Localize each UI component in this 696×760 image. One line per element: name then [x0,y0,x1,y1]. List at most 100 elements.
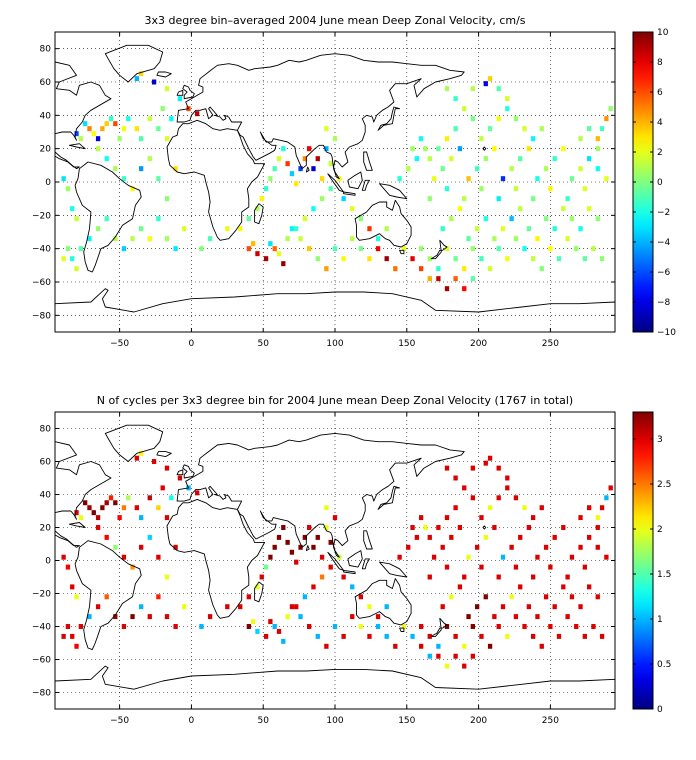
bin-cell [419,515,424,521]
bin-cell [561,146,566,152]
bin-cell [513,186,519,192]
coastline [55,665,615,709]
bin-cell [272,246,277,252]
bin-cell [164,86,170,92]
bin-cell [505,633,510,639]
bin-cell [440,544,445,550]
bin-cell [535,554,540,560]
bin-cell [156,554,161,560]
bin-cell [492,614,497,620]
bin-cell [263,186,269,192]
colorbar-tick-label: 8 [657,58,663,68]
bin-cell [324,505,329,511]
colorbar-tick-label: 0 [657,178,663,188]
bin-cell [466,554,471,560]
bin-cell [513,614,519,620]
bin-cell [569,594,575,600]
coastline [176,469,184,476]
bin-cell [263,256,269,262]
bin-cell [531,256,536,262]
x-tick-label: −50 [110,716,129,726]
bin-cell [410,633,415,639]
y-tick-label: −40 [32,245,51,255]
bin-cell [522,624,527,629]
bin-cell [496,574,501,580]
bin-cell [298,166,303,172]
bin-cell [595,515,600,521]
bin-cell [341,256,346,262]
bin-cell [276,534,282,540]
bin-cell [74,510,79,516]
bin-cell [268,241,273,247]
bin-cell [315,633,320,639]
bin-cell [496,86,501,92]
coastline [104,424,164,462]
bin-cell [475,226,480,232]
coastline [482,146,487,151]
coastline [156,71,172,78]
bin-cell [397,554,402,560]
bin-cell [582,633,587,639]
bin-cell [259,574,264,580]
bin-cell [548,186,553,192]
bin-cell [281,638,286,644]
bin-cell [307,246,312,252]
bin-cell [134,455,139,461]
bin-cell [113,614,118,620]
bin-cell [543,166,549,172]
bin-cell [375,246,381,252]
bin-cell [104,534,109,540]
bin-cell [151,79,157,85]
colorbar-tick-label: −2 [657,208,670,218]
bin-cell [595,136,600,142]
bin-cell [74,131,79,137]
bin-cell [427,633,432,639]
bin-cell [470,495,475,501]
bin-cell [95,226,101,232]
colorbar-tick-label: −8 [657,298,671,308]
bin-cell [406,166,411,172]
bin-cell [457,206,463,212]
bin-cell [147,534,152,540]
bin-cell [440,166,445,172]
bin-cell [207,236,213,242]
bin-cell [466,236,471,242]
bin-cell [134,76,139,82]
bin-cell [410,256,415,262]
bin-cell [475,544,480,550]
bin-cells [61,71,613,292]
bin-cell [535,176,540,182]
bin-cell [173,624,178,629]
bin-cell [311,206,316,212]
bin-cell [543,544,549,550]
colorbar [632,411,654,710]
bin-cell [500,554,506,560]
bin-cell [470,86,475,92]
x-tick-label: 50 [257,716,269,726]
bin-cell [483,594,488,600]
bin-cell [531,633,536,639]
bin-cell [470,116,475,122]
bin-cell [263,633,269,639]
bin-cell [130,614,135,620]
bin-cell [509,216,514,222]
y-tick-label: 40 [40,491,52,501]
bin-cell [95,604,101,610]
bin-cell [569,216,575,222]
bin-cell [453,126,458,132]
colorbar-tick-label: 0.5 [657,660,671,670]
bin-cell [367,633,372,639]
bin-cell [151,459,157,464]
bin-cell [113,121,118,127]
bin-cell [496,246,501,252]
bin-cell [328,161,333,167]
bin-cell [539,643,544,649]
bin-cell [561,206,566,212]
bin-cell [319,574,325,580]
bin-cell [466,176,471,182]
coastline [305,545,310,552]
bin-cell [285,539,290,545]
bin-cell [78,136,83,142]
bin-cell [423,525,428,530]
bin-cell [384,633,389,639]
